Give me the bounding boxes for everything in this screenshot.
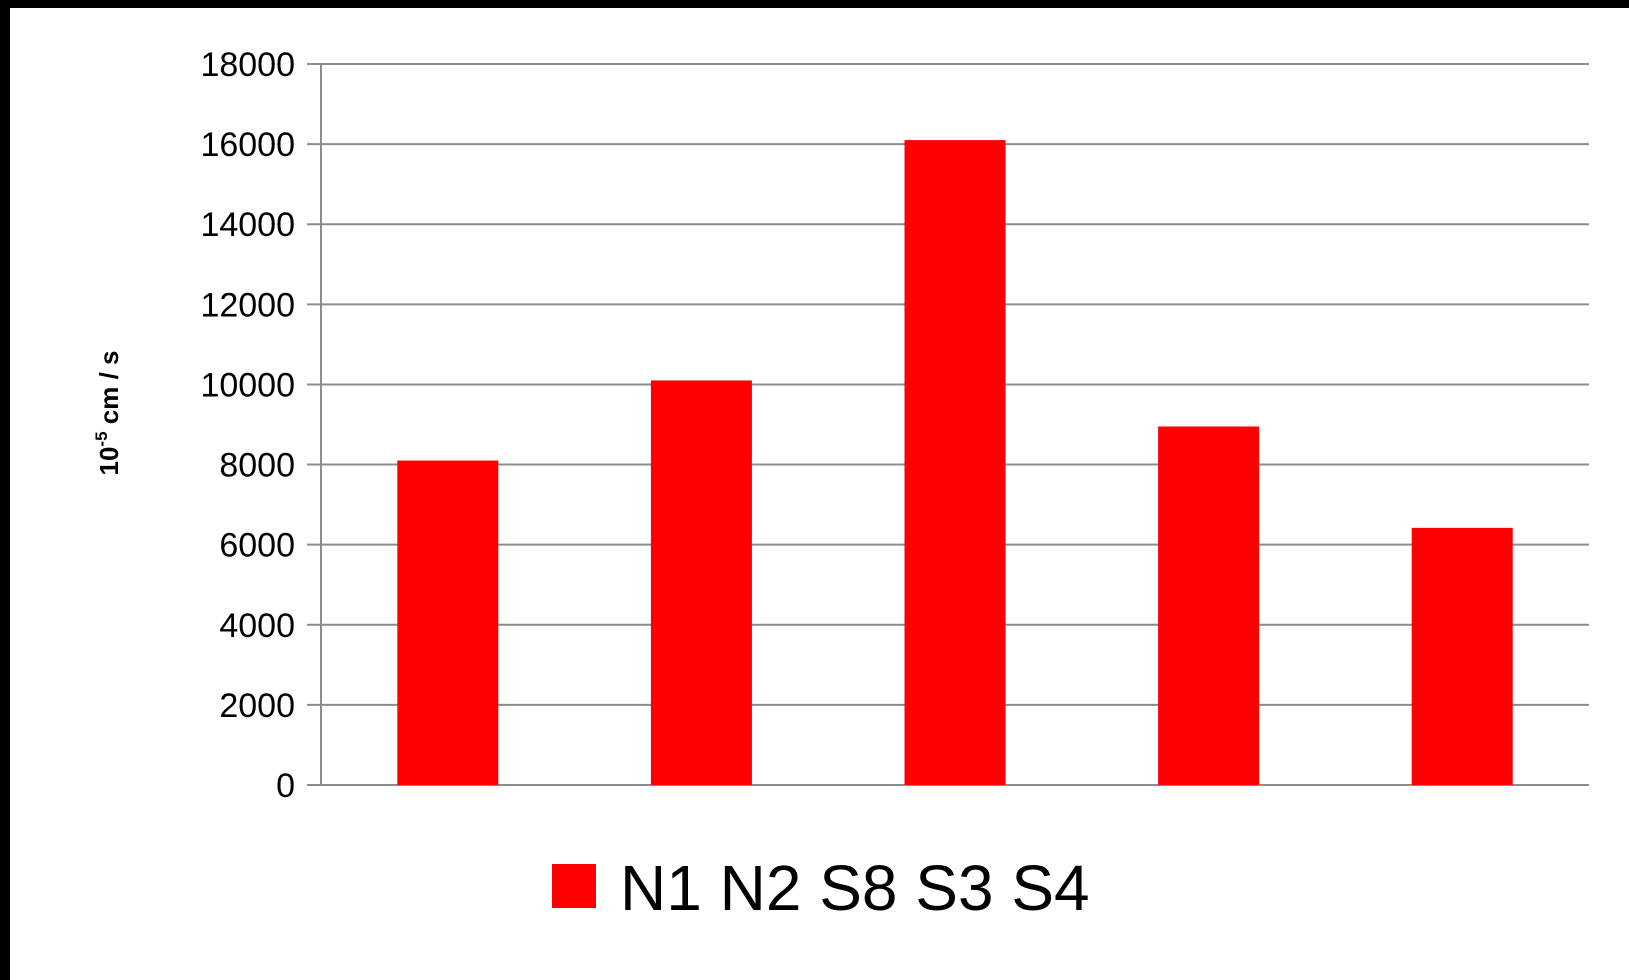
y-tick-label: 6000 [219, 527, 295, 565]
y-axis-label-unit: cm / s [94, 351, 124, 432]
y-tick-label: 4000 [219, 607, 295, 645]
y-axis-label-base: 10 [94, 447, 124, 476]
y-tick-labels: 0 2000 4000 6000 8000 10000 12000 14000 16000 180… [200, 46, 295, 805]
legend-label: N1 N2 S8 S3 S4 [620, 852, 1090, 924]
legend-swatch [552, 864, 596, 908]
y-tick-label: 10000 [200, 366, 295, 404]
y-tick-label: 0 [276, 767, 295, 805]
y-tick-label: 14000 [200, 206, 295, 244]
y-tick-label: 2000 [219, 687, 295, 725]
bar-n1 [397, 460, 499, 785]
y-tick-label: 8000 [219, 447, 295, 485]
bars [397, 140, 1513, 785]
y-tick-label: 16000 [200, 126, 295, 164]
bar-n2 [650, 380, 752, 785]
bar-s4 [1411, 527, 1513, 785]
y-tick-label: 12000 [200, 286, 295, 324]
chart-frame: 0 2000 4000 6000 8000 10000 12000 14000 16000 180… [10, 8, 1629, 980]
bar-s3 [1158, 426, 1260, 785]
bar-chart: 0 2000 4000 6000 8000 10000 12000 14000 16000 180… [92, 46, 1589, 924]
legend: N1 N2 S8 S3 S4 [552, 852, 1090, 924]
bar-s8 [904, 140, 1006, 785]
y-axis-label: 10-5 cm / s [92, 351, 124, 476]
y-axis-label-exponent: -5 [92, 431, 111, 446]
y-tick-label: 18000 [200, 46, 295, 84]
